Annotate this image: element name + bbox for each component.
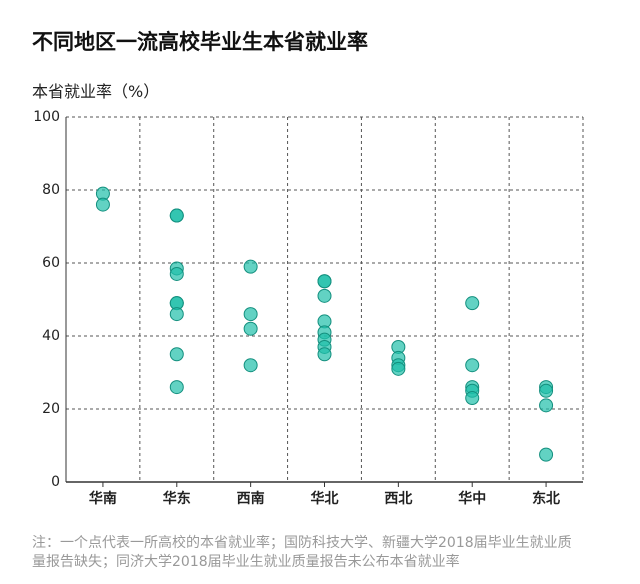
note: 注：一个点代表一所高校的本省就业率；国防科技大学、新疆大学2018届毕业生就业质…	[32, 535, 572, 570]
y-tick-label: 80	[42, 182, 60, 198]
x-tick-label: 华东	[163, 490, 191, 507]
y-tick-label: 60	[42, 255, 60, 271]
y-tick-label: 40	[42, 328, 60, 344]
y-tick-label: 20	[42, 401, 60, 417]
dot	[539, 447, 554, 462]
x-tick-label: 东北	[532, 490, 560, 507]
dot	[317, 347, 332, 362]
x-tick-label: 西北	[384, 491, 412, 507]
dot	[169, 208, 184, 223]
x-tick-label: 西南	[237, 490, 265, 507]
chart-title: 不同地区一流高校毕业生本省就业率	[32, 30, 368, 54]
dot	[169, 347, 184, 362]
x-tick-label: 华北	[311, 490, 339, 507]
y-tick-label: 100	[33, 109, 60, 125]
chart: 0 20 40 60 80 100 华南 华东 西南 华北 西北 华中 东北	[33, 109, 584, 507]
dot	[169, 307, 184, 322]
y-tick-label: 0	[51, 474, 60, 490]
dot	[243, 259, 258, 274]
dot	[95, 197, 110, 212]
dot	[317, 274, 332, 289]
dot	[465, 391, 480, 406]
dot	[169, 266, 184, 281]
dot	[539, 383, 554, 398]
dot	[317, 288, 332, 303]
dot	[465, 296, 480, 311]
dot	[169, 380, 184, 395]
dot	[465, 358, 480, 373]
x-tick-label: 华南	[89, 490, 117, 507]
dot	[243, 307, 258, 322]
dot	[391, 361, 406, 376]
dot	[243, 358, 258, 373]
x-tick-label: 华中	[458, 490, 486, 507]
y-axis-label: 本省就业率（%）	[32, 82, 160, 101]
dot	[539, 398, 554, 413]
dot	[243, 321, 258, 336]
